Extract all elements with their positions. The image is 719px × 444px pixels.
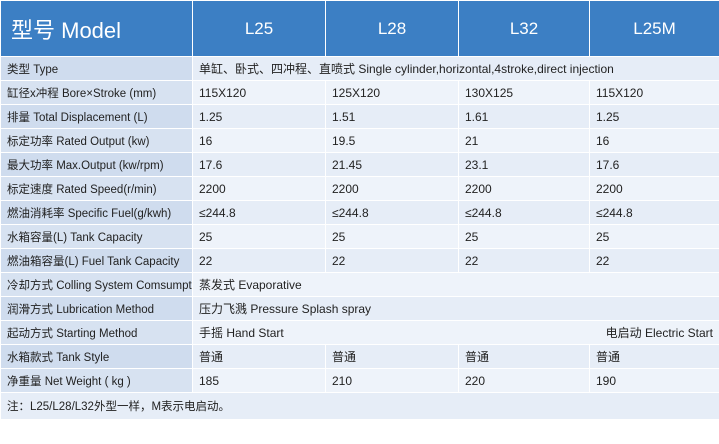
displacement-l28: 1.51 xyxy=(325,104,459,129)
model-l25-header: L25 xyxy=(192,0,326,57)
rated-speed-label: 标定速度 Rated Speed(r/min) xyxy=(0,176,193,201)
net-weight-l25: 185 xyxy=(192,368,326,393)
header-row: 型号 Model L25 L28 L32 L25M xyxy=(0,0,719,57)
rated-speed-l28: 2200 xyxy=(325,176,459,201)
tank-capacity-l25m: 25 xyxy=(589,224,719,249)
bore-l28: 125X120 xyxy=(325,80,459,105)
row-lubrication: 润滑方式 Lubrication Method 压力飞溅 Pressure Sp… xyxy=(0,296,719,321)
fuel-tank-l25m: 22 xyxy=(589,248,719,273)
bore-l32: 130X125 xyxy=(458,80,590,105)
net-weight-l28: 210 xyxy=(325,368,459,393)
specific-fuel-l32: ≤244.8 xyxy=(458,200,590,225)
lubrication-value: 压力飞溅 Pressure Splash spray xyxy=(192,296,719,321)
model-l32-header: L32 xyxy=(458,0,590,57)
bore-l25m: 115X120 xyxy=(589,80,719,105)
row-cooling: 冷却方式 Colling System Comsumption 蒸发式 Evap… xyxy=(0,272,719,297)
displacement-label: 排量 Total Displacement (L) xyxy=(0,104,193,129)
spec-table: 型号 Model L25 L28 L32 L25M 类型 Type 单缸、卧式、… xyxy=(0,0,719,420)
row-bore-stroke: 缸径x冲程 Bore×Stroke (mm) 115X120 125X120 1… xyxy=(0,80,719,105)
row-fuel-tank: 燃油箱容量(L) Fuel Tank Capacity 22 22 22 22 xyxy=(0,248,719,273)
rated-output-l25m: 16 xyxy=(589,128,719,153)
rated-speed-l25: 2200 xyxy=(192,176,326,201)
fuel-tank-l28: 22 xyxy=(325,248,459,273)
tank-capacity-l28: 25 xyxy=(325,224,459,249)
starting-value-m: 电启动 Electric Start xyxy=(605,326,713,340)
rated-output-label: 标定功率 Rated Output (kw) xyxy=(0,128,193,153)
rated-output-l25: 16 xyxy=(192,128,326,153)
row-starting: 起动方式 Starting Method 手摇 Hand Start 电启动 E… xyxy=(0,320,719,345)
row-tank-style: 水箱款式 Tank Style 普通 普通 普通 普通 xyxy=(0,344,719,369)
cooling-value: 蒸发式 Evaporative xyxy=(192,272,719,297)
specific-fuel-l25: ≤244.8 xyxy=(192,200,326,225)
tank-style-label: 水箱款式 Tank Style xyxy=(0,344,193,369)
starting-label: 起动方式 Starting Method xyxy=(0,320,193,345)
model-header: 型号 Model xyxy=(0,0,193,57)
rated-speed-l32: 2200 xyxy=(458,176,590,201)
tank-style-l28: 普通 xyxy=(325,344,459,369)
footnote: 注：L25/L28/L32外型一样，M表示电启动。 xyxy=(0,392,719,420)
bore-l25: 115X120 xyxy=(192,80,326,105)
max-output-l25: 17.6 xyxy=(192,152,326,177)
row-net-weight: 净重量 Net Weight ( kg ) 185 210 220 190 xyxy=(0,368,719,393)
displacement-l32: 1.61 xyxy=(458,104,590,129)
rated-output-l28: 19.5 xyxy=(325,128,459,153)
specific-fuel-l28: ≤244.8 xyxy=(325,200,459,225)
fuel-tank-label: 燃油箱容量(L) Fuel Tank Capacity xyxy=(0,248,193,273)
row-rated-speed: 标定速度 Rated Speed(r/min) 2200 2200 2200 2… xyxy=(0,176,719,201)
model-l25m-header: L25M xyxy=(589,0,719,57)
model-l28-header: L28 xyxy=(325,0,459,57)
tank-style-l25: 普通 xyxy=(192,344,326,369)
max-output-label: 最大功率 Max.Output (kw/rpm) xyxy=(0,152,193,177)
displacement-l25: 1.25 xyxy=(192,104,326,129)
net-weight-l25m: 190 xyxy=(589,368,719,393)
bore-label: 缸径x冲程 Bore×Stroke (mm) xyxy=(0,80,193,105)
starting-value: 手摇 Hand Start xyxy=(199,326,284,340)
starting-value-cell: 手摇 Hand Start 电启动 Electric Start xyxy=(192,320,719,345)
net-weight-label: 净重量 Net Weight ( kg ) xyxy=(0,368,193,393)
tank-style-l32: 普通 xyxy=(458,344,590,369)
specific-fuel-label: 燃油消耗率 Specific Fuel(g/kwh) xyxy=(0,200,193,225)
row-displacement: 排量 Total Displacement (L) 1.25 1.51 1.61… xyxy=(0,104,719,129)
fuel-tank-l25: 22 xyxy=(192,248,326,273)
cooling-label: 冷却方式 Colling System Comsumption xyxy=(0,272,193,297)
rated-speed-l25m: 2200 xyxy=(589,176,719,201)
max-output-l28: 21.45 xyxy=(325,152,459,177)
tank-capacity-l32: 25 xyxy=(458,224,590,249)
fuel-tank-l32: 22 xyxy=(458,248,590,273)
max-output-l25m: 17.6 xyxy=(589,152,719,177)
lubrication-label: 润滑方式 Lubrication Method xyxy=(0,296,193,321)
tank-capacity-label: 水箱容量(L) Tank Capacity xyxy=(0,224,193,249)
net-weight-l32: 220 xyxy=(458,368,590,393)
row-type: 类型 Type 单缸、卧式、四冲程、直喷式 Single cylinder,ho… xyxy=(0,56,719,81)
row-max-output: 最大功率 Max.Output (kw/rpm) 17.6 21.45 23.1… xyxy=(0,152,719,177)
tank-style-l25m: 普通 xyxy=(589,344,719,369)
footnote-row: 注：L25/L28/L32外型一样，M表示电启动。 xyxy=(0,392,719,420)
tank-capacity-l25: 25 xyxy=(192,224,326,249)
row-tank-capacity: 水箱容量(L) Tank Capacity 25 25 25 25 xyxy=(0,224,719,249)
type-value: 单缸、卧式、四冲程、直喷式 Single cylinder,horizontal… xyxy=(192,56,719,81)
rated-output-l32: 21 xyxy=(458,128,590,153)
row-rated-output: 标定功率 Rated Output (kw) 16 19.5 21 16 xyxy=(0,128,719,153)
max-output-l32: 23.1 xyxy=(458,152,590,177)
displacement-l25m: 1.25 xyxy=(589,104,719,129)
specific-fuel-l25m: ≤244.8 xyxy=(589,200,719,225)
row-specific-fuel: 燃油消耗率 Specific Fuel(g/kwh) ≤244.8 ≤244.8… xyxy=(0,200,719,225)
type-label: 类型 Type xyxy=(0,56,193,81)
